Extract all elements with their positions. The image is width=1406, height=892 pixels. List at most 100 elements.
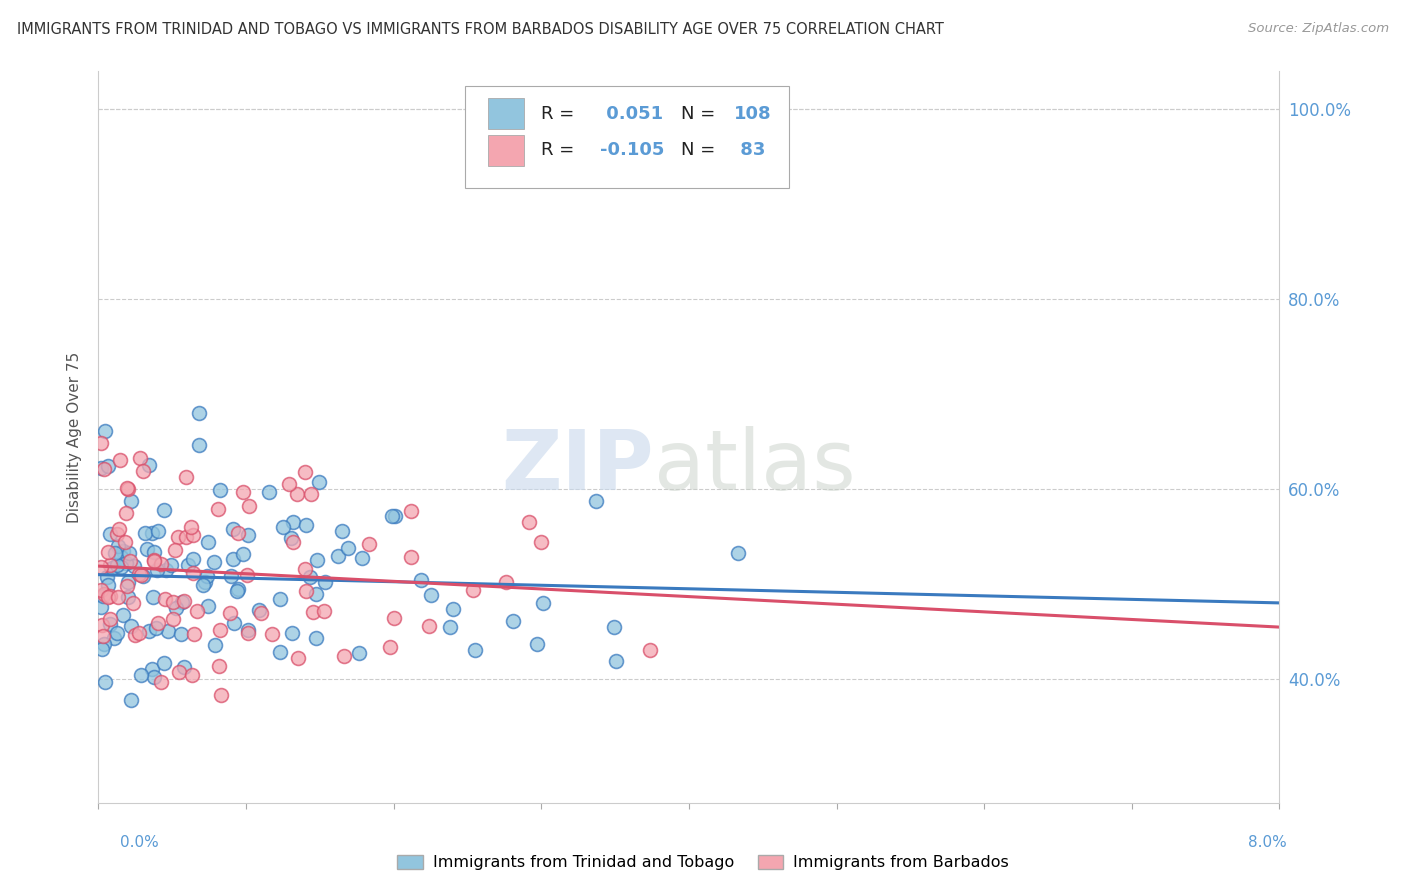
Point bbox=[181, 552, 204, 566]
Point bbox=[117, 590, 139, 604]
Point bbox=[226, 526, 249, 541]
Point bbox=[105, 527, 128, 541]
Point bbox=[129, 568, 152, 582]
Point bbox=[197, 599, 219, 613]
Point bbox=[93, 462, 115, 476]
Point bbox=[112, 607, 135, 622]
Point bbox=[585, 493, 607, 508]
Point bbox=[207, 502, 229, 516]
Point bbox=[105, 626, 128, 640]
Point bbox=[120, 554, 142, 568]
Point bbox=[91, 618, 114, 632]
Point bbox=[141, 525, 163, 540]
Point bbox=[347, 646, 370, 660]
Point bbox=[141, 662, 163, 676]
Point bbox=[517, 515, 540, 529]
Point bbox=[222, 522, 245, 536]
Point bbox=[209, 688, 232, 702]
Point bbox=[531, 596, 554, 610]
Point bbox=[603, 620, 626, 634]
Point bbox=[142, 670, 165, 684]
Point bbox=[167, 665, 190, 679]
Point bbox=[330, 524, 353, 538]
Point bbox=[605, 654, 627, 668]
Point bbox=[101, 561, 124, 575]
Point bbox=[247, 603, 270, 617]
Point bbox=[120, 494, 142, 508]
Point bbox=[305, 631, 328, 645]
Point bbox=[176, 469, 198, 483]
Point bbox=[104, 546, 127, 560]
Point bbox=[94, 674, 117, 689]
Point bbox=[128, 625, 150, 640]
Point bbox=[115, 482, 138, 496]
Point bbox=[134, 526, 156, 541]
Text: IMMIGRANTS FROM TRINIDAD AND TOBAGO VS IMMIGRANTS FROM BARBADOS DISABILITY AGE O: IMMIGRANTS FROM TRINIDAD AND TOBAGO VS I… bbox=[17, 22, 943, 37]
Point bbox=[225, 584, 247, 599]
Point bbox=[129, 668, 152, 682]
Point bbox=[129, 450, 152, 465]
Point bbox=[93, 637, 115, 651]
Point bbox=[114, 507, 136, 521]
Point bbox=[90, 583, 112, 598]
Point bbox=[287, 651, 309, 665]
Point bbox=[173, 594, 195, 608]
Point bbox=[380, 640, 402, 654]
Point bbox=[96, 569, 118, 583]
Point bbox=[299, 487, 322, 501]
Point bbox=[352, 551, 374, 566]
Point bbox=[131, 464, 153, 478]
Text: 8.0%: 8.0% bbox=[1247, 836, 1286, 850]
Point bbox=[280, 626, 302, 640]
Point bbox=[98, 617, 121, 632]
Text: 0.051: 0.051 bbox=[600, 104, 664, 123]
FancyBboxPatch shape bbox=[464, 86, 789, 188]
Point bbox=[294, 465, 316, 479]
Text: R =: R = bbox=[541, 141, 581, 160]
Point bbox=[232, 547, 254, 561]
Point bbox=[399, 503, 422, 517]
Point bbox=[305, 552, 328, 566]
Point bbox=[110, 559, 132, 574]
Point bbox=[91, 590, 114, 604]
Point bbox=[160, 558, 183, 572]
Point bbox=[236, 528, 259, 542]
Point bbox=[155, 592, 177, 607]
Text: R =: R = bbox=[541, 104, 581, 123]
Point bbox=[90, 436, 112, 450]
Point bbox=[146, 616, 169, 631]
Point bbox=[143, 553, 166, 567]
Point bbox=[97, 458, 120, 473]
Point bbox=[183, 627, 205, 641]
Text: 108: 108 bbox=[734, 104, 772, 123]
Point bbox=[333, 649, 356, 664]
Point bbox=[150, 558, 173, 572]
Point bbox=[174, 529, 197, 543]
Point bbox=[162, 595, 184, 609]
Point bbox=[145, 563, 167, 577]
Point bbox=[461, 583, 484, 598]
Point bbox=[117, 546, 139, 560]
Text: N =: N = bbox=[681, 104, 721, 123]
Point bbox=[163, 542, 186, 557]
Point bbox=[90, 460, 112, 475]
Point bbox=[187, 406, 209, 420]
Point bbox=[280, 531, 302, 545]
Point bbox=[90, 560, 112, 574]
Text: 0.0%: 0.0% bbox=[120, 836, 159, 850]
Point bbox=[727, 546, 749, 560]
Point bbox=[382, 611, 405, 625]
Point bbox=[260, 627, 283, 641]
Point bbox=[98, 558, 121, 573]
Point bbox=[208, 658, 231, 673]
Bar bbox=[488, 98, 523, 129]
Point bbox=[226, 582, 249, 597]
Point bbox=[143, 554, 166, 568]
Point bbox=[117, 574, 139, 589]
Point bbox=[145, 621, 167, 635]
Point bbox=[149, 675, 172, 690]
Point bbox=[98, 612, 121, 626]
Point bbox=[285, 487, 308, 501]
Point bbox=[257, 485, 280, 500]
Point bbox=[236, 626, 259, 640]
